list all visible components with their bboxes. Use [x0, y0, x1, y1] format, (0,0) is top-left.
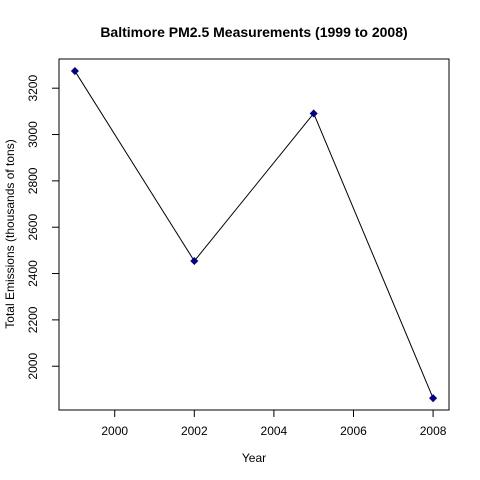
- chart-title: Baltimore PM2.5 Measurements (1999 to 20…: [100, 24, 407, 40]
- series-segment-1: [74, 70, 195, 262]
- y-tick-label-2200: 2200: [26, 306, 40, 333]
- x-axis: 2000 2002 2004 2006 2008: [101, 409, 447, 438]
- y-tick-label-3000: 3000: [26, 121, 40, 148]
- x-tick-label-2000: 2000: [101, 424, 128, 438]
- x-tick-label-2004: 2004: [261, 424, 288, 438]
- series-emissions: [70, 67, 438, 403]
- x-tick-label-2008: 2008: [420, 424, 447, 438]
- data-point-2008: [429, 394, 438, 403]
- data-point-2002: [190, 257, 199, 266]
- y-tick-label-3200: 3200: [26, 75, 40, 102]
- y-tick-label-2000: 2000: [26, 353, 40, 380]
- y-tick-label-2400: 2400: [26, 260, 40, 287]
- y-axis: 2000 2200 2400 2600 2800 3000 3200: [26, 75, 60, 380]
- plot-area-frame: [58, 58, 450, 411]
- x-tick-label-2002: 2002: [181, 424, 208, 438]
- series-segment-3: [313, 113, 434, 399]
- data-point-2005: [309, 109, 318, 118]
- x-tick-label-2006: 2006: [340, 424, 367, 438]
- x-axis-label: Year: [242, 451, 266, 465]
- y-tick-label-2800: 2800: [26, 167, 40, 194]
- y-tick-label-2600: 2600: [26, 214, 40, 241]
- y-axis-label: Total Emissions (thousands of tons): [3, 139, 17, 328]
- data-point-1999: [70, 67, 79, 76]
- series-segment-2: [193, 113, 315, 262]
